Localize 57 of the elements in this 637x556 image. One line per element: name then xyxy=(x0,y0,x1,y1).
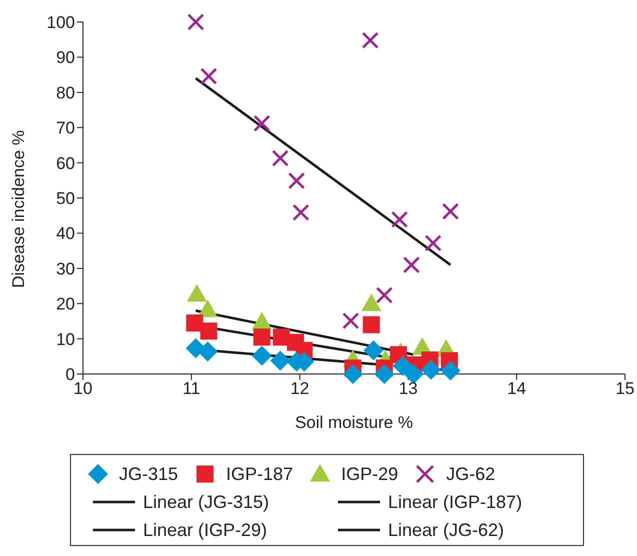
point xyxy=(364,340,384,360)
point xyxy=(288,172,305,190)
legend-label: JG-62 xyxy=(446,464,496,484)
point xyxy=(186,284,207,302)
y-tick-label: 100 xyxy=(46,13,75,32)
x-tick-label: 14 xyxy=(507,379,526,398)
point xyxy=(252,346,272,366)
point xyxy=(200,322,218,340)
point xyxy=(391,211,408,228)
x-tick-label: 15 xyxy=(616,379,634,398)
point xyxy=(440,360,460,380)
y-tick-label: 90 xyxy=(56,48,75,68)
point xyxy=(292,204,310,221)
x-tick-label: 11 xyxy=(182,379,200,398)
point xyxy=(362,316,380,334)
y-axis-title: Disease incidence % xyxy=(9,130,28,288)
point xyxy=(270,350,290,371)
y-tick-label: 30 xyxy=(56,259,75,278)
x-axis-title: Soil moisture % xyxy=(294,413,414,432)
legend-label: IGP-29 xyxy=(341,464,398,484)
point xyxy=(252,312,272,330)
point xyxy=(253,328,270,346)
point xyxy=(198,300,218,318)
point xyxy=(200,68,218,85)
legend-label: Linear (JG-62) xyxy=(388,520,504,540)
legend-label: IGP-187 xyxy=(226,464,294,484)
y-tick-label: 10 xyxy=(56,330,75,349)
legend-label: Linear (IGP-29) xyxy=(143,520,268,540)
point xyxy=(420,360,441,380)
legend-label: Linear (IGP-187) xyxy=(388,492,522,512)
point xyxy=(362,32,379,49)
point xyxy=(342,312,360,330)
y-tick-label: 50 xyxy=(56,189,75,208)
y-tick-label: 80 xyxy=(56,83,75,102)
y-tick-label: 70 xyxy=(56,118,75,138)
point xyxy=(342,364,363,384)
y-tick-label: 40 xyxy=(56,224,75,244)
point xyxy=(374,364,394,384)
point xyxy=(404,364,424,384)
point xyxy=(272,150,289,167)
point xyxy=(253,114,270,132)
point xyxy=(424,234,442,252)
point xyxy=(376,286,393,304)
point xyxy=(442,202,459,220)
x-tick-label: 10 xyxy=(74,379,92,398)
y-tick-label: 20 xyxy=(56,294,75,314)
point xyxy=(361,294,382,312)
legend-label: Linear (JG-315) xyxy=(143,492,270,512)
point xyxy=(186,314,204,332)
x-tick-label: 12 xyxy=(290,379,310,398)
legend-label: JG-315 xyxy=(119,464,178,484)
x-tick-label: 13 xyxy=(398,379,418,398)
point xyxy=(392,356,413,376)
point xyxy=(187,14,204,30)
point xyxy=(403,256,420,274)
y-tick-label: 60 xyxy=(56,154,75,173)
y-tick-label: 0 xyxy=(66,365,75,384)
